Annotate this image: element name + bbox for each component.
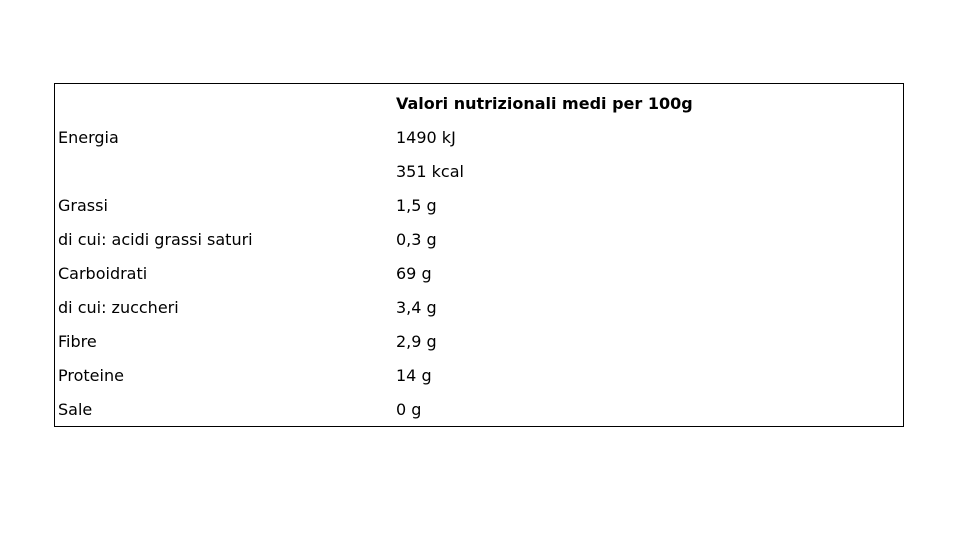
label-cell: Sale [58,400,93,419]
value-cell: 14 g [396,366,432,385]
table-row: 351 kcal [55,154,903,188]
table-row: Sale 0 g [55,392,903,426]
table-row: Grassi 1,5 g [55,188,903,222]
value-cell: 0 g [396,400,422,419]
label-cell: di cui: zuccheri [58,298,179,317]
table-row: Fibre 2,9 g [55,324,903,358]
value-cell: 2,9 g [396,332,437,351]
value-cell: 1,5 g [396,196,437,215]
value-cell: 1490 kJ [396,128,456,147]
table-row: Carboidrati 69 g [55,256,903,290]
header-row: Valori nutrizionali medi per 100g [55,86,903,120]
header-cell: Valori nutrizionali medi per 100g [396,94,693,113]
value-cell: 3,4 g [396,298,437,317]
table-row: Proteine 14 g [55,358,903,392]
label-cell: di cui: acidi grassi saturi [58,230,253,249]
value-cell: 351 kcal [396,162,464,181]
value-cell: 69 g [396,264,432,283]
nutrition-table: Valori nutrizionali medi per 100g Energia… [54,83,904,427]
table-row: Energia 1490 kJ [55,120,903,154]
value-cell: 0,3 g [396,230,437,249]
label-cell: Proteine [58,366,124,385]
label-cell: Energia [58,128,119,147]
label-cell: Carboidrati [58,264,148,283]
table-row: di cui: acidi grassi saturi 0,3 g [55,222,903,256]
label-cell: Fibre [58,332,97,351]
table-row: di cui: zuccheri 3,4 g [55,290,903,324]
label-cell: Grassi [58,196,108,215]
